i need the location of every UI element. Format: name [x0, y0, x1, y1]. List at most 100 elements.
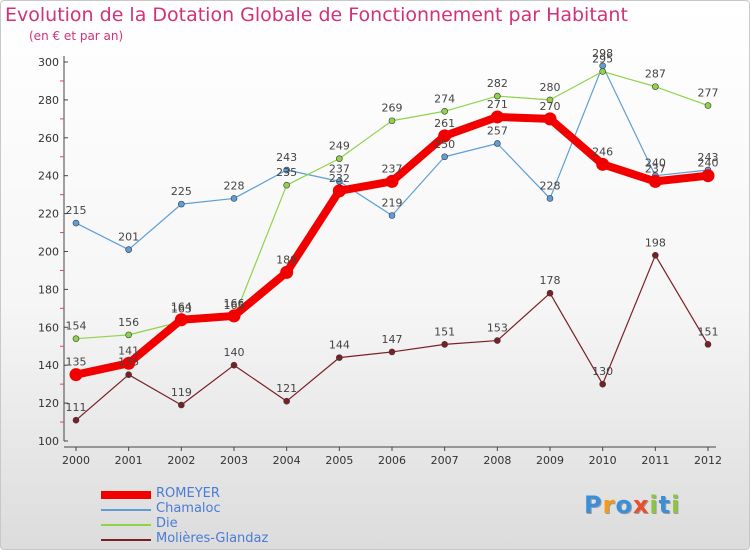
- legend-label: Die: [156, 516, 178, 531]
- data-label-die: 156: [118, 316, 139, 329]
- data-label-chamaloc: 257: [487, 124, 508, 137]
- data-point-moli-res-glandaz: [652, 251, 659, 259]
- data-label-chamaloc: 219: [382, 196, 403, 209]
- data-point-moli-res-glandaz: [283, 397, 290, 405]
- y-tick-label: 220: [38, 208, 59, 221]
- data-label-chamaloc: 201: [118, 231, 139, 244]
- data-label-chamaloc: 240: [645, 157, 666, 170]
- data-label-moli-res-glandaz: 151: [434, 325, 455, 338]
- x-tick-label: 2011: [641, 454, 669, 467]
- data-point-moli-res-glandaz: [72, 416, 80, 424]
- data-label-die: 249: [329, 140, 350, 153]
- data-label-chamaloc: 243: [276, 151, 297, 164]
- data-label-die: 274: [434, 92, 455, 105]
- data-label-die: 154: [66, 320, 87, 333]
- data-point-die: [704, 102, 712, 109]
- data-point-romeyer: [280, 265, 294, 279]
- data-label-romeyer: 237: [382, 162, 403, 175]
- y-tick-label: 120: [38, 397, 59, 410]
- data-point-chamaloc: [546, 195, 554, 202]
- data-label-die: 280: [540, 81, 561, 94]
- data-point-romeyer: [596, 157, 610, 171]
- data-label-romeyer: 237: [645, 162, 666, 175]
- data-point-moli-res-glandaz: [546, 289, 554, 297]
- data-point-die: [494, 92, 501, 100]
- data-label-moli-res-glandaz: 151: [698, 325, 719, 338]
- data-point-romeyer: [332, 184, 346, 198]
- data-label-moli-res-glandaz: 135: [118, 356, 139, 369]
- y-tick-label: 140: [38, 359, 59, 372]
- data-point-chamaloc: [388, 212, 396, 219]
- data-point-chamaloc: [178, 200, 185, 208]
- data-label-moli-res-glandaz: 119: [171, 386, 192, 399]
- data-label-moli-res-glandaz: 111: [66, 401, 87, 414]
- data-label-romeyer: 141: [118, 344, 139, 357]
- data-point-die: [336, 155, 343, 162]
- data-label-romeyer: 261: [434, 117, 455, 130]
- data-point-romeyer: [543, 112, 557, 126]
- data-label-romeyer: 135: [66, 356, 87, 369]
- data-label-moli-res-glandaz: 130: [592, 365, 613, 378]
- legend-swatch: [101, 491, 151, 499]
- data-point-romeyer: [385, 174, 399, 188]
- data-point-die: [125, 331, 132, 339]
- data-point-moli-res-glandaz: [230, 361, 238, 369]
- y-tick-label: 300: [38, 56, 59, 69]
- data-point-moli-res-glandaz: [388, 348, 396, 356]
- data-label-chamaloc: 237: [329, 162, 350, 175]
- data-point-romeyer: [701, 169, 715, 183]
- data-label-chamaloc: 243: [698, 151, 719, 164]
- x-tick-label: 2004: [273, 454, 301, 467]
- chart-subtitle: (en € et par an): [29, 29, 124, 43]
- data-label-moli-res-glandaz: 147: [382, 333, 403, 346]
- data-label-chamaloc: 225: [171, 185, 192, 198]
- y-tick-label: 240: [38, 170, 59, 183]
- data-label-romeyer: 240: [698, 157, 719, 170]
- data-label-moli-res-glandaz: 140: [224, 346, 245, 359]
- data-point-chamaloc: [72, 219, 80, 227]
- proxiti-logo: Proxiti: [584, 491, 681, 519]
- data-point-moli-res-glandaz: [441, 341, 448, 348]
- series-line-chamaloc: [75, 65, 709, 251]
- y-tick-label: 280: [38, 94, 59, 107]
- y-tick-label: 260: [38, 132, 59, 145]
- data-label-moli-res-glandaz: 144: [329, 339, 350, 352]
- data-point-moli-res-glandaz: [336, 354, 343, 361]
- legend-swatch: [101, 539, 151, 541]
- data-label-romeyer: 189: [276, 253, 297, 266]
- data-label-chamaloc: 298: [592, 47, 613, 60]
- data-point-moli-res-glandaz: [125, 371, 132, 378]
- data-label-die: 287: [645, 68, 666, 81]
- data-point-chamaloc: [494, 140, 501, 147]
- data-point-romeyer: [648, 174, 662, 188]
- y-tick-label: 160: [38, 321, 59, 334]
- data-point-romeyer: [69, 368, 83, 382]
- data-label-romeyer: 232: [329, 172, 350, 185]
- y-tick-label: 200: [38, 246, 59, 259]
- x-tick-label: 2006: [378, 454, 406, 467]
- legend-label: Chamaloc: [156, 501, 221, 516]
- data-label-die: 163: [171, 303, 192, 316]
- data-point-romeyer: [227, 309, 241, 323]
- data-point-moli-res-glandaz: [704, 341, 712, 348]
- data-point-moli-res-glandaz: [494, 337, 501, 344]
- data-label-die: 295: [592, 52, 613, 65]
- data-label-chamaloc: 215: [66, 204, 87, 217]
- data-label-die: 282: [487, 77, 508, 90]
- x-tick-label: 2003: [220, 454, 248, 467]
- data-point-die: [72, 335, 80, 342]
- data-point-chamaloc: [441, 153, 448, 161]
- data-label-moli-res-glandaz: 153: [487, 322, 508, 335]
- data-label-chamaloc: 250: [434, 138, 455, 151]
- data-label-moli-res-glandaz: 178: [540, 274, 561, 287]
- legend-swatch: [101, 524, 151, 526]
- data-label-romeyer: 271: [487, 98, 508, 111]
- data-point-moli-res-glandaz: [178, 401, 185, 409]
- data-point-romeyer: [438, 129, 452, 143]
- data-label-romeyer: 270: [540, 100, 561, 113]
- data-label-romeyer: 246: [592, 145, 613, 158]
- x-tick-label: 2008: [483, 454, 511, 467]
- data-point-romeyer: [174, 313, 188, 327]
- data-label-die: 165: [224, 299, 245, 312]
- y-tick-label: 100: [38, 435, 59, 448]
